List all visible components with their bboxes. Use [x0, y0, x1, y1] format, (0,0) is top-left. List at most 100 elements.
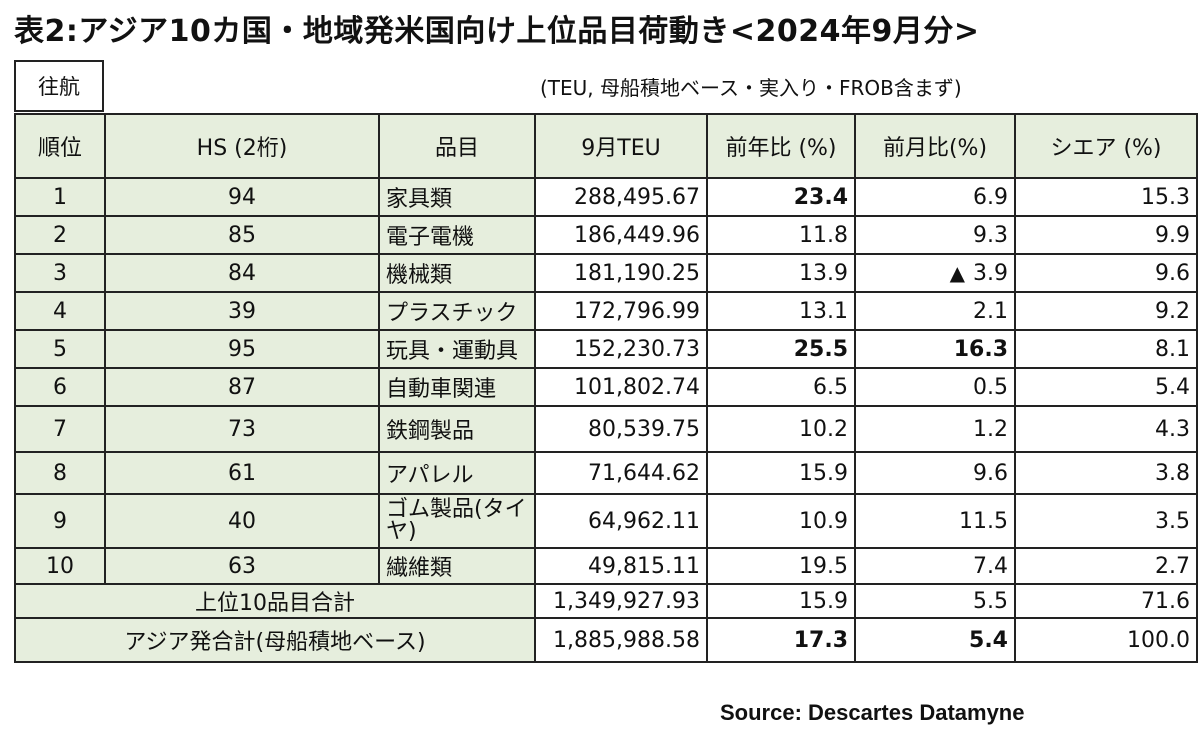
- share-cell: 2.7: [1014, 547, 1198, 585]
- rank-cell: 5: [14, 329, 106, 369]
- item-cell: 家具類: [378, 177, 536, 217]
- yoy-cell: 10.9: [706, 493, 856, 549]
- total-teu-cell: 1,349,927.93: [534, 583, 708, 619]
- table-row: 10 63 繊維類 49,815.11 19.5 7.4 2.7: [14, 547, 1198, 585]
- header-share: シエア (%): [1014, 113, 1198, 179]
- yoy-cell: 15.9: [706, 451, 856, 495]
- table-row: 9 40 ゴム製品(タイヤ) 64,962.11 10.9 11.5 3.5: [14, 493, 1198, 549]
- item-cell: 鉄鋼製品: [378, 405, 536, 453]
- item-cell: プラスチック: [378, 291, 536, 331]
- table-row: 4 39 プラスチック 172,796.99 13.1 2.1 9.2: [14, 291, 1198, 331]
- hs-cell: 85: [104, 215, 380, 255]
- share-cell: 15.3: [1014, 177, 1198, 217]
- mom-value: 11.5: [959, 508, 1008, 534]
- hs-cell: 63: [104, 547, 380, 585]
- mom-cell: 9.6: [854, 451, 1016, 495]
- rank-cell: 8: [14, 451, 106, 495]
- rank-cell: 2: [14, 215, 106, 255]
- total-label: アジア発合計(母船積地ベース): [14, 617, 536, 663]
- rank-cell: 1: [14, 177, 106, 217]
- item-cell: 機械類: [378, 253, 536, 293]
- teu-cell: 172,796.99: [534, 291, 708, 331]
- mom-cell: 16.3: [854, 329, 1016, 369]
- total-mom-cell: 5.4: [854, 617, 1016, 663]
- unit-note: (TEU, 母船積地ベース・実入り・FROB含まず): [540, 76, 962, 100]
- mom-value: 9.3: [973, 222, 1008, 248]
- teu-cell: 152,230.73: [534, 329, 708, 369]
- item-cell: 繊維類: [378, 547, 536, 585]
- share-cell: 8.1: [1014, 329, 1198, 369]
- teu-cell: 71,644.62: [534, 451, 708, 495]
- total-label: 上位10品目合計: [14, 583, 536, 619]
- route-label: 往航: [14, 60, 104, 112]
- mom-value: 1.2: [973, 416, 1008, 442]
- hs-cell: 40: [104, 493, 380, 549]
- hs-cell: 73: [104, 405, 380, 453]
- yoy-cell: 23.4: [706, 177, 856, 217]
- mom-cell: 11.5: [854, 493, 1016, 549]
- hs-cell: 95: [104, 329, 380, 369]
- teu-cell: 80,539.75: [534, 405, 708, 453]
- table-row: 8 61 アパレル 71,644.62 15.9 9.6 3.8: [14, 451, 1198, 495]
- header-teu: 9月TEU: [534, 113, 708, 179]
- source-credit: Source: Descartes Datamyne: [720, 700, 1025, 725]
- hs-cell: 39: [104, 291, 380, 331]
- item-cell: ゴム製品(タイヤ): [378, 493, 536, 549]
- header-yoy: 前年比 (%): [706, 113, 856, 179]
- table-row: 3 84 機械類 181,190.25 13.9 ▲ 3.9 9.6: [14, 253, 1198, 293]
- mom-cell: 6.9: [854, 177, 1016, 217]
- teu-cell: 64,962.11: [534, 493, 708, 549]
- share-cell: 5.4: [1014, 367, 1198, 407]
- total-share-cell: 71.6: [1014, 583, 1198, 619]
- commodity-table: 順位 HS (2桁) 品目 9月TEU 前年比 (%) 前月比(%) シエア (…: [14, 113, 1198, 663]
- rank-cell: 7: [14, 405, 106, 453]
- table-row: 1 94 家具類 288,495.67 23.4 6.9 15.3: [14, 177, 1198, 217]
- mom-value: 7.4: [973, 553, 1008, 579]
- yoy-cell: 25.5: [706, 329, 856, 369]
- mom-value: 3.9: [973, 260, 1008, 286]
- item-cell: アパレル: [378, 451, 536, 495]
- item-cell: 自動車関連: [378, 367, 536, 407]
- share-cell: 9.9: [1014, 215, 1198, 255]
- total-teu-cell: 1,885,988.58: [534, 617, 708, 663]
- hs-cell: 87: [104, 367, 380, 407]
- share-cell: 9.2: [1014, 291, 1198, 331]
- mom-value: 2.1: [973, 298, 1008, 324]
- rank-cell: 6: [14, 367, 106, 407]
- share-cell: 4.3: [1014, 405, 1198, 453]
- yoy-cell: 19.5: [706, 547, 856, 585]
- yoy-cell: 10.2: [706, 405, 856, 453]
- mom-value: 6.9: [973, 184, 1008, 210]
- teu-cell: 101,802.74: [534, 367, 708, 407]
- mom-cell: 0.5: [854, 367, 1016, 407]
- rank-cell: 3: [14, 253, 106, 293]
- hs-cell: 84: [104, 253, 380, 293]
- rank-cell: 9: [14, 493, 106, 549]
- mom-cell: ▲ 3.9: [854, 253, 1016, 293]
- hs-cell: 61: [104, 451, 380, 495]
- yoy-cell: 6.5: [706, 367, 856, 407]
- teu-cell: 186,449.96: [534, 215, 708, 255]
- mom-cell: 9.3: [854, 215, 1016, 255]
- mom-cell: 1.2: [854, 405, 1016, 453]
- total-yoy-cell: 17.3: [706, 617, 856, 663]
- rank-cell: 4: [14, 291, 106, 331]
- teu-cell: 49,815.11: [534, 547, 708, 585]
- table-row: 5 95 玩具・運動具 152,230.73 25.5 16.3 8.1: [14, 329, 1198, 369]
- header-mom: 前月比(%): [854, 113, 1016, 179]
- hs-cell: 94: [104, 177, 380, 217]
- mom-value: 16.3: [953, 336, 1008, 362]
- yoy-cell: 13.1: [706, 291, 856, 331]
- share-cell: 3.5: [1014, 493, 1198, 549]
- total-mom-cell: 5.5: [854, 583, 1016, 619]
- yoy-cell: 13.9: [706, 253, 856, 293]
- table-row: 7 73 鉄鋼製品 80,539.75 10.2 1.2 4.3: [14, 405, 1198, 453]
- header-row: 順位 HS (2桁) 品目 9月TEU 前年比 (%) 前月比(%) シエア (…: [14, 113, 1198, 179]
- header-hs: HS (2桁): [104, 113, 380, 179]
- total-row: アジア発合計(母船積地ベース) 1,885,988.58 17.3 5.4 100.0: [14, 617, 1198, 663]
- rank-cell: 10: [14, 547, 106, 585]
- table-row: 2 85 電子電機 186,449.96 11.8 9.3 9.9: [14, 215, 1198, 255]
- total-share-cell: 100.0: [1014, 617, 1198, 663]
- mom-value: 9.6: [973, 460, 1008, 486]
- item-cell: 電子電機: [378, 215, 536, 255]
